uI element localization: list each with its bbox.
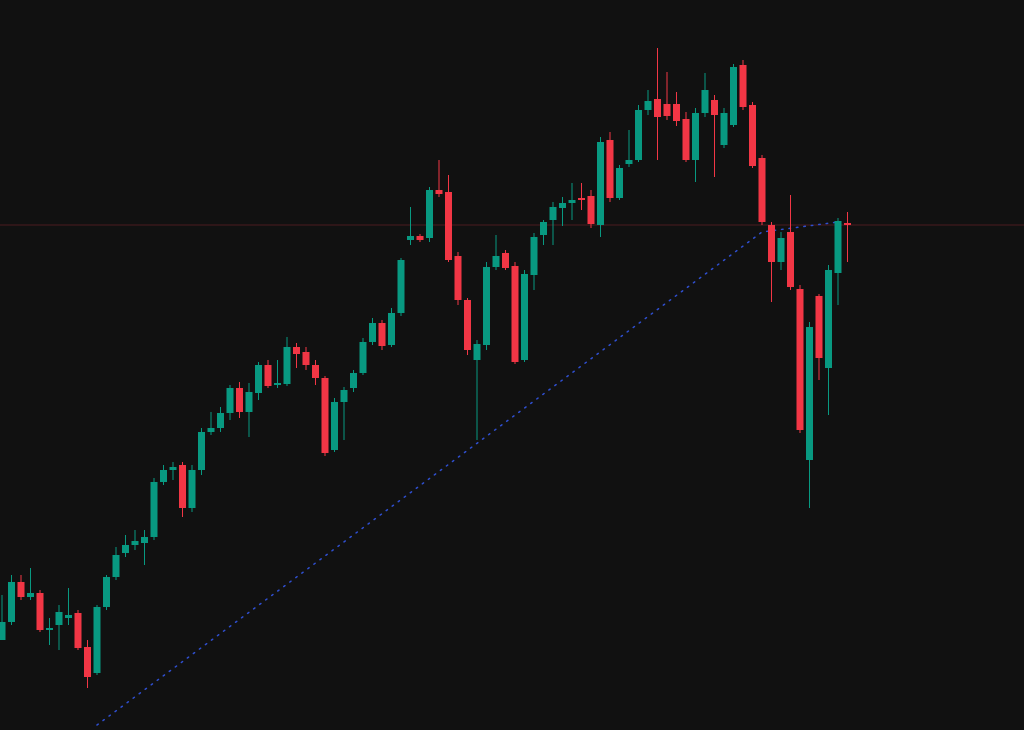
candle-body: [274, 383, 281, 385]
candle-body: [302, 352, 310, 365]
candle-body: [378, 323, 386, 346]
candle-body: [179, 465, 186, 508]
candle-body: [540, 222, 547, 235]
candle-body: [834, 221, 842, 273]
candle-body: [502, 253, 509, 268]
candle-body: [27, 593, 34, 597]
candle-body: [8, 582, 15, 622]
candle-body: [84, 647, 91, 677]
candle-body: [0, 622, 6, 640]
candle-body: [160, 470, 167, 482]
candle-body: [730, 67, 737, 125]
candle-body: [720, 113, 728, 145]
candle-body: [445, 192, 452, 260]
candle-body: [492, 256, 500, 267]
candle-body: [768, 225, 775, 262]
candle-body: [454, 256, 462, 300]
candle-body: [198, 432, 205, 470]
candle-body: [625, 160, 633, 164]
candle-body: [796, 289, 804, 430]
candle-body: [359, 342, 367, 373]
candle-body: [549, 207, 557, 220]
candle-body: [331, 402, 338, 450]
candle-body: [587, 196, 595, 224]
candle-body: [236, 388, 243, 412]
candle-body: [616, 168, 623, 198]
candle-body: [473, 344, 481, 360]
candle-body: [530, 237, 538, 275]
candle-body: [815, 296, 823, 358]
candle-body: [426, 190, 433, 238]
candle-body: [559, 203, 566, 208]
candle-body: [711, 100, 718, 115]
candle-body: [188, 470, 196, 508]
candle-body: [255, 365, 262, 393]
candle-body: [150, 482, 158, 537]
candle-body: [464, 300, 471, 350]
candle-body: [701, 90, 709, 113]
candle-body: [340, 390, 348, 402]
candle-body: [93, 607, 101, 673]
candle-body: [682, 119, 690, 160]
candle-body: [806, 327, 813, 460]
candle-body: [663, 104, 671, 116]
candle-body: [17, 582, 25, 597]
candle-body: [122, 545, 129, 553]
candle-body: [635, 110, 642, 160]
candle-body: [103, 577, 110, 607]
candle-body: [293, 347, 300, 354]
candle-body: [739, 65, 747, 107]
candle-body: [141, 537, 148, 543]
candle-body: [397, 260, 405, 313]
candle-body: [36, 593, 44, 630]
candle-body: [758, 158, 766, 222]
candle-body: [435, 190, 443, 194]
candle-body: [568, 200, 576, 203]
candle-body: [673, 104, 680, 121]
candle-body: [321, 378, 329, 453]
candle-body: [644, 101, 652, 110]
candle-body: [511, 266, 519, 362]
candle-body: [264, 365, 272, 386]
candle-body: [787, 232, 794, 287]
candle-body: [578, 198, 585, 200]
candle-body: [55, 612, 63, 625]
candle-body: [777, 238, 785, 262]
candle-body: [245, 392, 253, 412]
candle-body: [46, 628, 53, 630]
candle-body: [825, 270, 832, 368]
candle-body: [112, 555, 120, 577]
candle-body: [521, 274, 528, 360]
candle-body: [226, 388, 234, 413]
candle-body: [483, 267, 490, 345]
candle-body: [692, 113, 699, 160]
candle-body: [312, 365, 319, 378]
candle-body: [597, 142, 604, 225]
candle-body: [207, 428, 215, 432]
candle-body: [217, 413, 224, 428]
candle-body: [350, 373, 357, 388]
candle-body: [749, 105, 756, 166]
candle-body: [606, 140, 614, 198]
candle-body: [388, 313, 395, 345]
candle-body: [407, 236, 414, 240]
candle-body: [65, 615, 72, 618]
candle-body: [654, 99, 661, 117]
candle-body: [131, 541, 139, 545]
candle-body: [416, 236, 424, 240]
candle-body: [283, 347, 291, 384]
candle-body: [169, 467, 177, 470]
candle-body: [74, 613, 82, 648]
moving-average: [96, 221, 839, 726]
candle-body: [369, 323, 376, 342]
candle-body: [844, 223, 851, 225]
